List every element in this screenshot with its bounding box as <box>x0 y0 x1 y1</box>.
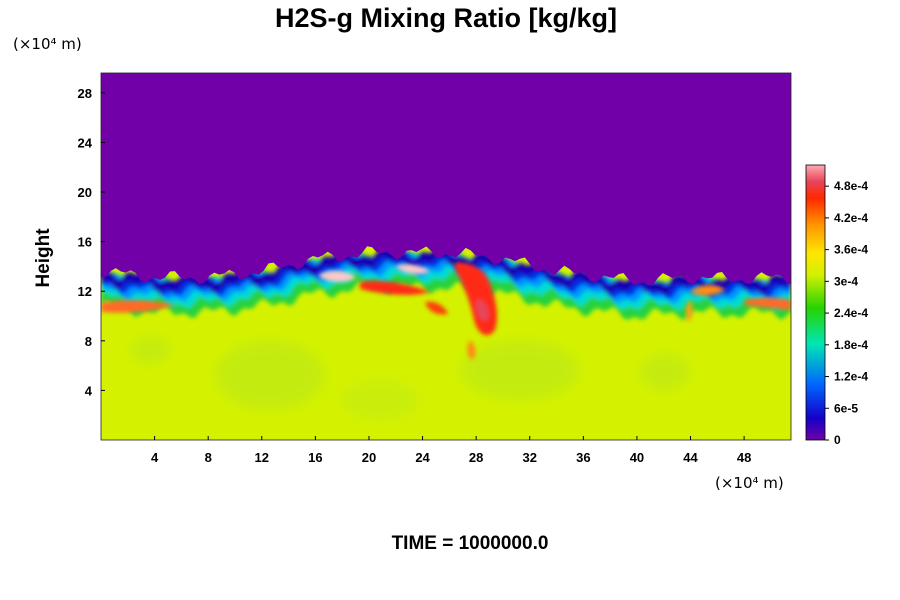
colorbar-tick-label: 6e-5 <box>834 401 858 415</box>
y-tick-label: 8 <box>85 334 92 349</box>
x-tick-label: 40 <box>630 450 644 465</box>
y-axis-unit: (×10⁴ m) <box>13 35 82 53</box>
colorbar: 0 6e-5 1.2e-4 1.8e-4 2.4e-4 3e-4 3.6e-4 4.2e-4 4… <box>805 164 868 447</box>
x-tick-label: 24 <box>415 450 430 465</box>
chart-title: H2S-g Mixing Ratio [kg/kg] <box>275 3 617 33</box>
x-tick-label: 4 <box>151 450 159 465</box>
colorbar-tick-label: 0 <box>834 433 841 447</box>
x-tick-label: 16 <box>308 450 322 465</box>
plot-frame <box>100 72 792 441</box>
y-tick-label: 20 <box>78 185 92 200</box>
y-tick-label: 12 <box>78 284 92 299</box>
colorbar-tick-label: 1.2e-4 <box>834 370 868 384</box>
colorbar-tick-label: 3.6e-4 <box>834 243 868 257</box>
y-axis-label: Height <box>33 228 54 288</box>
x-tick-label: 32 <box>523 450 537 465</box>
colorbar-tick-label: 4.8e-4 <box>834 179 868 193</box>
y-tick-label: 4 <box>85 383 93 398</box>
colorbar-tick-label: 1.8e-4 <box>834 338 868 352</box>
colorbar-tick-label: 2.4e-4 <box>834 306 868 320</box>
interface-bands <box>101 245 791 321</box>
interface-band <box>101 245 791 296</box>
x-tick-label: 44 <box>683 450 698 465</box>
colorbar-tick-label: 4.2e-4 <box>834 211 868 225</box>
lower-layer-eddies <box>130 336 690 420</box>
colorbar-tick-label: 3e-4 <box>834 274 858 288</box>
mixing-ratio-field <box>101 73 791 440</box>
x-axis-ticks: 4 8 12 16 20 24 28 32 36 40 44 48 <box>151 436 751 465</box>
y-axis-ticks: 4 8 12 16 20 24 28 <box>78 86 105 398</box>
y-tick-label: 24 <box>78 135 93 150</box>
x-tick-label: 12 <box>255 450 269 465</box>
x-tick-label: 36 <box>576 450 590 465</box>
x-tick-label: 28 <box>469 450 483 465</box>
x-tick-label: 48 <box>737 450 751 465</box>
upper-layer <box>101 73 791 286</box>
x-tick-label: 20 <box>362 450 376 465</box>
x-tick-label: 8 <box>205 450 212 465</box>
y-tick-label: 16 <box>78 235 92 250</box>
x-axis-unit: (×10⁴ m) <box>715 474 784 492</box>
colorbar-ticks: 0 6e-5 1.2e-4 1.8e-4 2.4e-4 3e-4 3.6e-4 4.2e-4 4… <box>825 179 868 447</box>
y-tick-label: 28 <box>78 86 92 101</box>
colorbar-gradient <box>805 164 826 441</box>
high-value-plumes <box>101 262 791 360</box>
time-label: TIME = 1000000.0 <box>392 533 549 554</box>
